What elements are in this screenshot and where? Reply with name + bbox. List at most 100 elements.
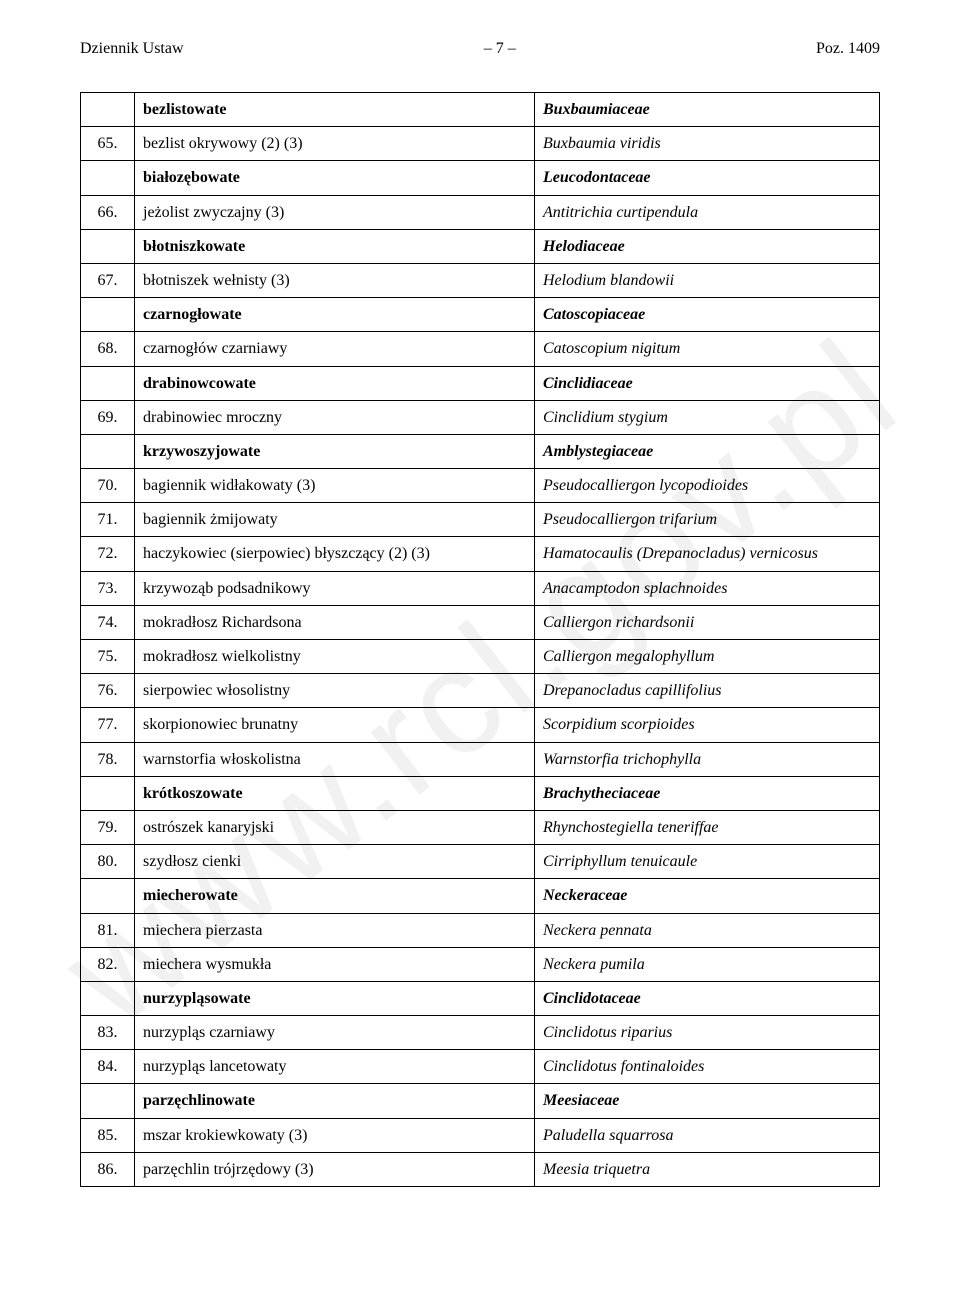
latin-name: Cinclidotus fontinaloides <box>535 1050 880 1084</box>
row-number <box>81 1084 135 1118</box>
latin-name: Cinclidotaceae <box>535 981 880 1015</box>
polish-name: jeżolist zwyczajny (3) <box>135 195 535 229</box>
row-number: 67. <box>81 263 135 297</box>
polish-name: mokradłosz Richardsona <box>135 605 535 639</box>
latin-name: Meesiaceae <box>535 1084 880 1118</box>
polish-name: nurzypląs lancetowaty <box>135 1050 535 1084</box>
table-row: błotniszkowateHelodiaceae <box>81 229 880 263</box>
row-number: 70. <box>81 469 135 503</box>
latin-name: Calliergon richardsonii <box>535 605 880 639</box>
page-content: Dziennik Ustaw – 7 – Poz. 1409 bezlistow… <box>80 40 880 1187</box>
table-row: 80.szydłosz cienkiCirriphyllum tenuicaul… <box>81 845 880 879</box>
latin-name: Rhynchostegiella teneriffae <box>535 810 880 844</box>
row-number: 81. <box>81 913 135 947</box>
row-number <box>81 298 135 332</box>
polish-name: haczykowiec (sierpowiec) błyszczący (2) … <box>135 537 535 571</box>
latin-name: Buxbaumiaceae <box>535 93 880 127</box>
polish-name: warnstorfia włoskolistna <box>135 742 535 776</box>
polish-name: białozębowate <box>135 161 535 195</box>
latin-name: Paludella squarrosa <box>535 1118 880 1152</box>
latin-name: Brachytheciaceae <box>535 776 880 810</box>
species-table: bezlistowateBuxbaumiaceae65.bezlist okry… <box>80 92 880 1187</box>
table-row: 69.drabinowiec mrocznyCinclidium stygium <box>81 400 880 434</box>
table-row: 66.jeżolist zwyczajny (3)Antitrichia cur… <box>81 195 880 229</box>
table-row: 82.miechera wysmukłaNeckera pumila <box>81 947 880 981</box>
row-number: 75. <box>81 640 135 674</box>
table-row: 83.nurzypląs czarniawyCinclidotus ripari… <box>81 1016 880 1050</box>
latin-name: Anacamptodon splachnoides <box>535 571 880 605</box>
latin-name: Cirriphyllum tenuicaule <box>535 845 880 879</box>
table-row: 73.krzywoząb podsadnikowyAnacamptodon sp… <box>81 571 880 605</box>
row-number: 65. <box>81 127 135 161</box>
polish-name: mokradłosz wielkolistny <box>135 640 535 674</box>
latin-name: Neckera pennata <box>535 913 880 947</box>
row-number: 72. <box>81 537 135 571</box>
row-number: 85. <box>81 1118 135 1152</box>
page-header: Dziennik Ustaw – 7 – Poz. 1409 <box>80 40 880 58</box>
row-number: 71. <box>81 503 135 537</box>
row-number: 83. <box>81 1016 135 1050</box>
latin-name: Buxbaumia viridis <box>535 127 880 161</box>
table-row: czarnogłowateCatoscopiaceae <box>81 298 880 332</box>
table-row: 84.nurzypląs lancetowatyCinclidotus font… <box>81 1050 880 1084</box>
latin-name: Meesia triquetra <box>535 1152 880 1186</box>
table-row: bezlistowateBuxbaumiaceae <box>81 93 880 127</box>
latin-name: Neckeraceae <box>535 879 880 913</box>
table-row: 68.czarnogłów czarniawyCatoscopium nigit… <box>81 332 880 366</box>
polish-name: bagiennik żmijowaty <box>135 503 535 537</box>
polish-name: bezlist okrywowy (2) (3) <box>135 127 535 161</box>
row-number: 76. <box>81 674 135 708</box>
latin-name: Helodiaceae <box>535 229 880 263</box>
latin-name: Helodium blandowii <box>535 263 880 297</box>
latin-name: Cinclidiaceae <box>535 366 880 400</box>
row-number: 77. <box>81 708 135 742</box>
polish-name: czarnogłowate <box>135 298 535 332</box>
table-row: parzęchlinowateMeesiaceae <box>81 1084 880 1118</box>
polish-name: miechera wysmukła <box>135 947 535 981</box>
polish-name: miecherowate <box>135 879 535 913</box>
polish-name: parzęchlinowate <box>135 1084 535 1118</box>
row-number <box>81 93 135 127</box>
polish-name: krzywoząb podsadnikowy <box>135 571 535 605</box>
table-row: miecherowateNeckeraceae <box>81 879 880 913</box>
row-number: 80. <box>81 845 135 879</box>
row-number: 74. <box>81 605 135 639</box>
row-number: 78. <box>81 742 135 776</box>
latin-name: Warnstorfia trichophylla <box>535 742 880 776</box>
polish-name: nurzypląsowate <box>135 981 535 1015</box>
latin-name: Hamatocaulis (Drepanocladus) vernicosus <box>535 537 880 571</box>
table-row: drabinowcowateCinclidiaceae <box>81 366 880 400</box>
table-row: 77.skorpionowiec brunatnyScorpidium scor… <box>81 708 880 742</box>
latin-name: Catoscopiaceae <box>535 298 880 332</box>
table-row: 85.mszar krokiewkowaty (3)Paludella squa… <box>81 1118 880 1152</box>
table-row: nurzypląsowateCinclidotaceae <box>81 981 880 1015</box>
polish-name: sierpowiec włosolistny <box>135 674 535 708</box>
latin-name: Drepanocladus capillifolius <box>535 674 880 708</box>
row-number <box>81 229 135 263</box>
latin-name: Neckera pumila <box>535 947 880 981</box>
latin-name: Catoscopium nigitum <box>535 332 880 366</box>
polish-name: błotniszek wełnisty (3) <box>135 263 535 297</box>
polish-name: krzywoszyjowate <box>135 434 535 468</box>
row-number: 82. <box>81 947 135 981</box>
table-row: 70.bagiennik widłakowaty (3)Pseudocallie… <box>81 469 880 503</box>
table-row: 75.mokradłosz wielkolistnyCalliergon meg… <box>81 640 880 674</box>
table-row: 71.bagiennik żmijowatyPseudocalliergon t… <box>81 503 880 537</box>
latin-name: Cinclidotus riparius <box>535 1016 880 1050</box>
polish-name: drabinowiec mroczny <box>135 400 535 434</box>
row-number: 84. <box>81 1050 135 1084</box>
polish-name: miechera pierzasta <box>135 913 535 947</box>
row-number <box>81 161 135 195</box>
latin-name: Calliergon megalophyllum <box>535 640 880 674</box>
latin-name: Antitrichia curtipendula <box>535 195 880 229</box>
polish-name: ostrószek kanaryjski <box>135 810 535 844</box>
latin-name: Pseudocalliergon trifarium <box>535 503 880 537</box>
header-center: – 7 – <box>184 40 816 58</box>
latin-name: Cinclidium stygium <box>535 400 880 434</box>
row-number: 68. <box>81 332 135 366</box>
table-row: 65.bezlist okrywowy (2) (3)Buxbaumia vir… <box>81 127 880 161</box>
row-number: 86. <box>81 1152 135 1186</box>
latin-name: Amblystegiaceae <box>535 434 880 468</box>
row-number <box>81 981 135 1015</box>
polish-name: bezlistowate <box>135 93 535 127</box>
